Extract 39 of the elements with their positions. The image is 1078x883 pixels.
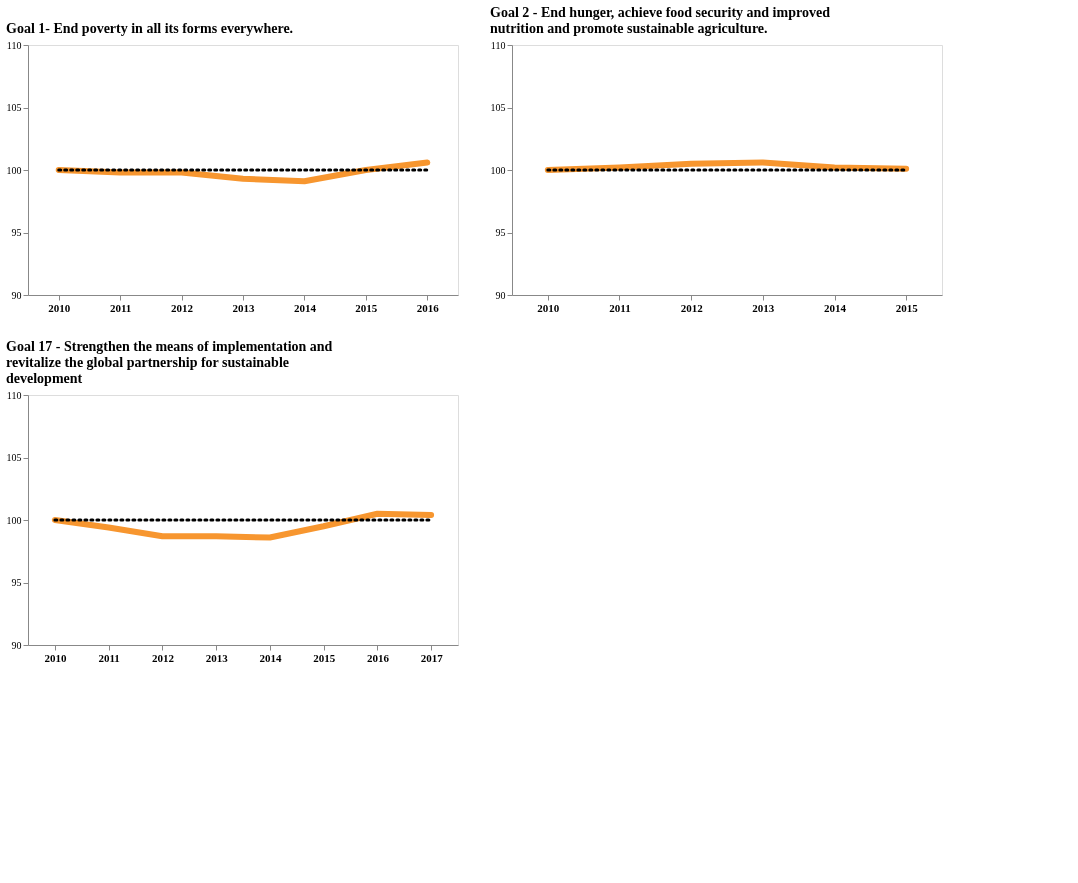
x-tick-label: 2014 [293, 301, 317, 314]
x-tick-label: 2010 [537, 301, 560, 314]
x-tick-label: 2012 [680, 301, 704, 314]
y-tick-label: 90 [11, 639, 22, 651]
y-tick-label: 105 [490, 102, 506, 113]
x-tick-label: 2010 [44, 651, 67, 664]
y-tick-label: 90 [495, 289, 506, 301]
x-tick-label: 2013 [205, 651, 229, 664]
x-tick-label: 2011 [109, 301, 132, 314]
y-tick-label: 105 [6, 102, 22, 113]
x-tick-label: 2013 [232, 301, 255, 314]
y-tick-label: 90 [11, 289, 22, 301]
x-tick-label: 2015 [313, 651, 336, 664]
x-tick-label: 2011 [609, 301, 631, 314]
y-tick-label: 100 [6, 164, 22, 176]
y-tick-label: 110 [6, 39, 22, 51]
x-tick-label: 2016 [416, 301, 440, 314]
y-tick-label: 95 [11, 577, 22, 588]
chart-title: Goal 2 - End hunger, achieve food security and improved nutrition and promote sustainable agriculture. [490, 5, 831, 36]
x-tick-label: 2011 [98, 651, 120, 664]
x-tick-label: 2013 [752, 301, 775, 314]
y-tick-label: 110 [6, 389, 22, 401]
y-tick-label: 95 [11, 227, 22, 238]
x-tick-label: 2017 [420, 651, 444, 664]
x-tick-label: 2015 [895, 301, 919, 314]
y-tick-label: 100 [6, 514, 22, 526]
x-tick-label: 2014 [259, 651, 282, 664]
y-tick-label: 95 [495, 227, 506, 238]
x-tick-label: 2015 [355, 301, 378, 314]
chart-title: Goal 17 - Strengthen the means of implementation and revitalize the global partnership for sustainable development [6, 339, 333, 386]
y-tick-label: 100 [490, 164, 506, 176]
y-tick-label: 105 [6, 452, 22, 463]
x-tick-label: 2014 [824, 301, 847, 314]
x-tick-label: 2016 [366, 651, 390, 664]
x-tick-label: 2012 [171, 301, 194, 314]
chart-title: Goal 1- End poverty in all its forms everywhere. [6, 21, 294, 36]
y-tick-label: 110 [490, 39, 506, 51]
x-tick-label: 2010 [48, 301, 71, 314]
x-tick-label: 2012 [151, 651, 175, 664]
